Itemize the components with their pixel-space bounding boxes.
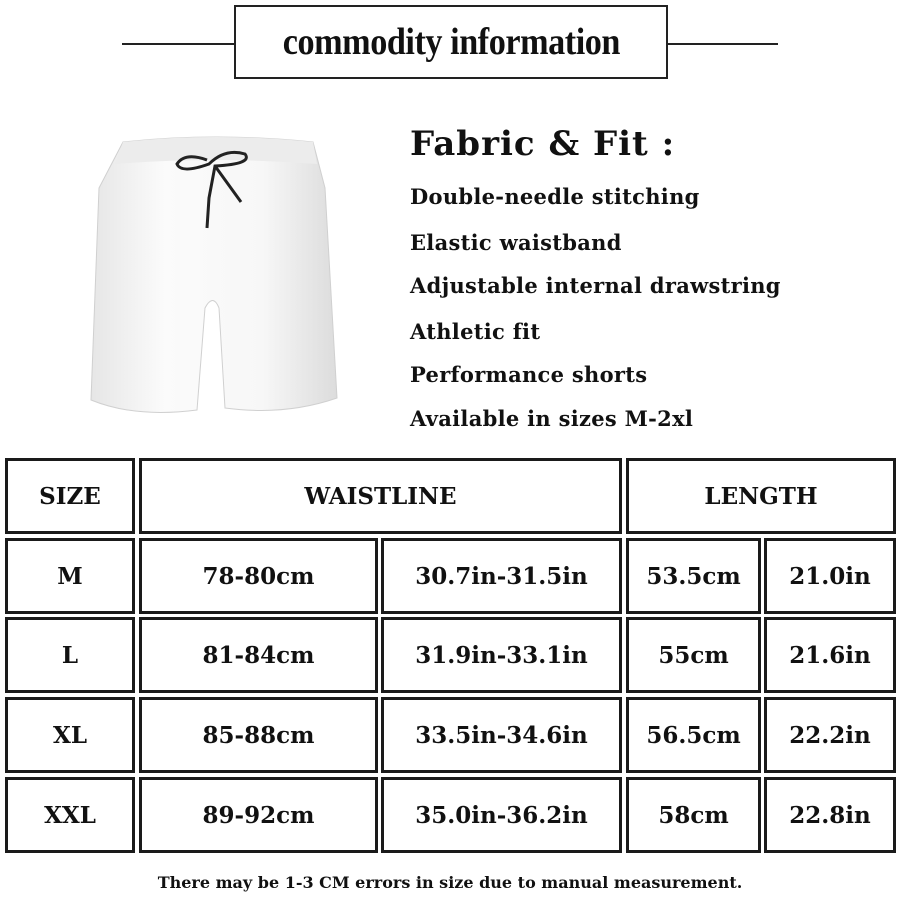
title-rule-left [122,43,234,45]
cell-length-cm: 53.5cm [626,538,761,614]
cell-waist-cm: 78-80cm [139,538,378,614]
header-length: LENGTH [626,458,896,534]
cell-size: M [5,538,135,614]
cell-length-cm: 56.5cm [626,697,761,773]
cell-size: XL [5,697,135,773]
feature-item: Performance shorts [410,362,648,387]
feature-item: Elastic waistband [410,230,622,255]
feature-item: Double-needle stitching [410,184,700,209]
header-waistline: WAISTLINE [139,458,622,534]
feature-item: Athletic fit [410,319,541,344]
cell-waist-cm: 85-88cm [139,697,378,773]
cell-length-in: 22.2in [764,697,896,773]
cell-length-in: 21.0in [764,538,896,614]
cell-length-in: 22.8in [764,777,896,853]
cell-waist-cm: 81-84cm [139,617,378,693]
product-image-shorts [90,136,338,413]
fabric-fit-heading: Fabric & Fit : [410,124,676,164]
title-rule-right [668,43,778,45]
feature-item: Available in sizes M-2xl [410,406,694,431]
header-size: SIZE [5,458,135,534]
cell-waist-in: 30.7in-31.5in [381,538,622,614]
title-box: commodity information [234,5,668,79]
cell-waist-in: 33.5in-34.6in [381,697,622,773]
cell-size: L [5,617,135,693]
footer-note: There may be 1-3 CM errors in size due t… [157,873,743,892]
cell-size: XXL [5,777,135,853]
cell-waist-in: 31.9in-33.1in [381,617,622,693]
cell-waist-cm: 89-92cm [139,777,378,853]
cell-length-in: 21.6in [764,617,896,693]
cell-length-cm: 55cm [626,617,761,693]
cell-length-cm: 58cm [626,777,761,853]
page-title: commodity information [282,21,620,63]
feature-item: Adjustable internal drawstring [410,273,781,298]
cell-waist-in: 35.0in-36.2in [381,777,622,853]
